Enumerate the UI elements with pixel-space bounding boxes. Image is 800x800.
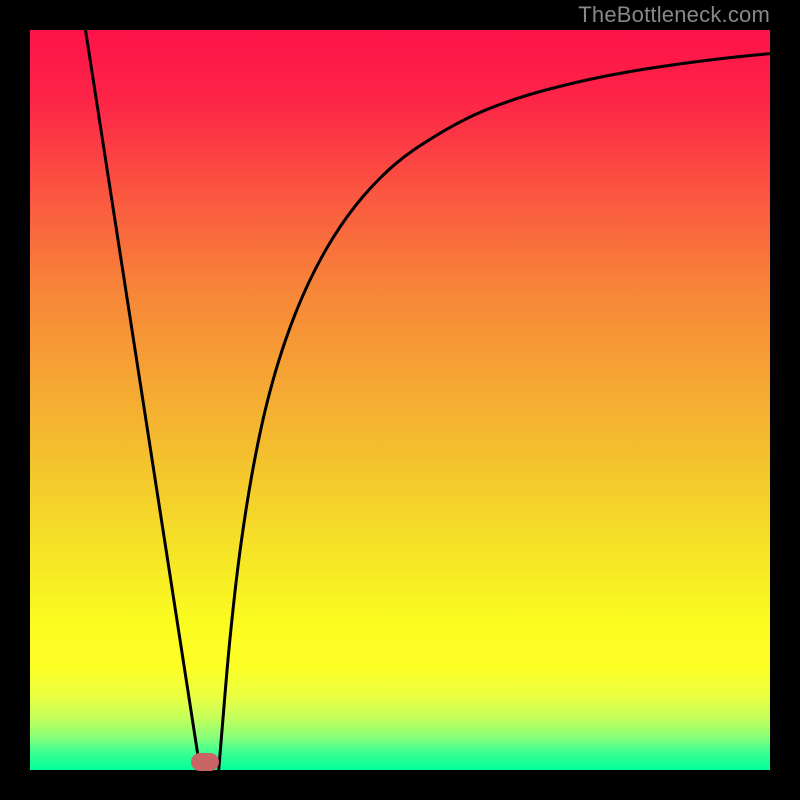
black-frame: TheBottleneck.com [0,0,800,800]
watermark-text: TheBottleneck.com [578,2,770,28]
plot-area [30,30,770,770]
curve-left-branch [86,30,201,770]
curve-right-branch [219,54,770,770]
min-marker [191,753,219,771]
curve-layer [30,30,770,770]
